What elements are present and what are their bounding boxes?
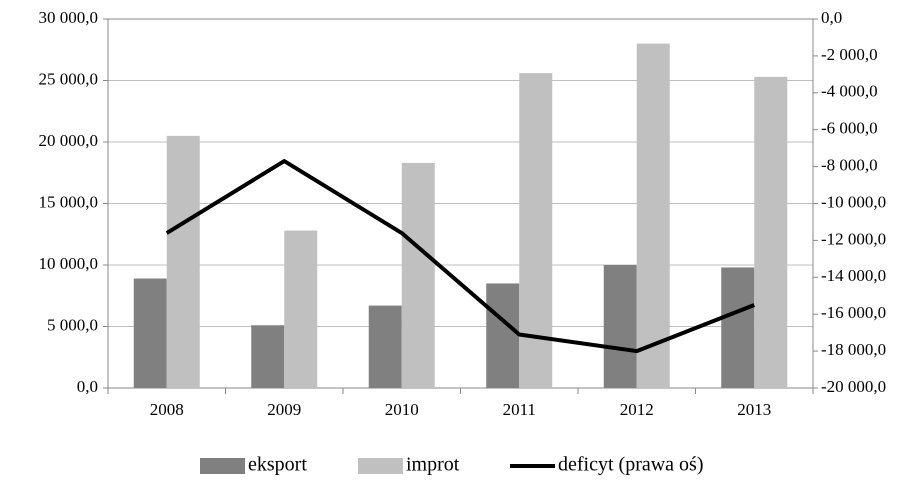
bar <box>721 267 755 388</box>
y2-tick-label: 0,0 <box>821 8 842 27</box>
y2-tick-label: -12 000,0 <box>821 229 886 248</box>
bar <box>519 73 553 389</box>
x-tick-label: 2012 <box>620 400 654 419</box>
legend-swatch <box>358 458 403 474</box>
y-tick-label: 30 000,0 <box>39 8 99 27</box>
bar <box>368 305 402 388</box>
y2-tick-label: -20 000,0 <box>821 377 886 396</box>
legend-label: deficyt (prawa oś) <box>558 454 704 476</box>
y2-tick-label: -6 000,0 <box>821 119 878 138</box>
x-tick-label: 2008 <box>150 400 184 419</box>
x-tick-label: 2009 <box>267 400 301 419</box>
y-tick-label: 0,0 <box>77 377 98 396</box>
line <box>165 159 755 354</box>
bar <box>636 43 670 388</box>
legend-label: improt <box>406 454 460 476</box>
y2-tick-label: -16 000,0 <box>821 303 886 322</box>
bar <box>603 265 637 388</box>
x-tick-label: 2013 <box>737 400 771 419</box>
legend-swatch <box>200 458 245 474</box>
y2-tick-label: -8 000,0 <box>821 156 878 175</box>
x-tick-label: 2010 <box>385 400 419 419</box>
y2-tick-label: -14 000,0 <box>821 266 886 285</box>
bar <box>166 135 200 388</box>
y-tick-label: 20 000,0 <box>39 131 99 150</box>
legend-label: eksport <box>248 454 307 476</box>
bar <box>284 230 318 388</box>
y-tick-label: 5 000,0 <box>47 315 98 334</box>
y2-tick-label: -2 000,0 <box>821 45 878 64</box>
bar <box>401 162 435 388</box>
y-tick-label: 25 000,0 <box>39 69 99 88</box>
y-tick-label: 10 000,0 <box>39 254 99 273</box>
bar <box>133 278 167 388</box>
y2-tick-label: -4 000,0 <box>821 82 878 101</box>
bar <box>754 76 788 388</box>
bar <box>486 283 520 388</box>
y-tick-label: 15 000,0 <box>39 192 99 211</box>
bar <box>251 325 285 388</box>
x-tick-label: 2011 <box>503 400 536 419</box>
y2-tick-label: -18 000,0 <box>821 340 886 359</box>
y2-tick-label: -10 000,0 <box>821 192 886 211</box>
